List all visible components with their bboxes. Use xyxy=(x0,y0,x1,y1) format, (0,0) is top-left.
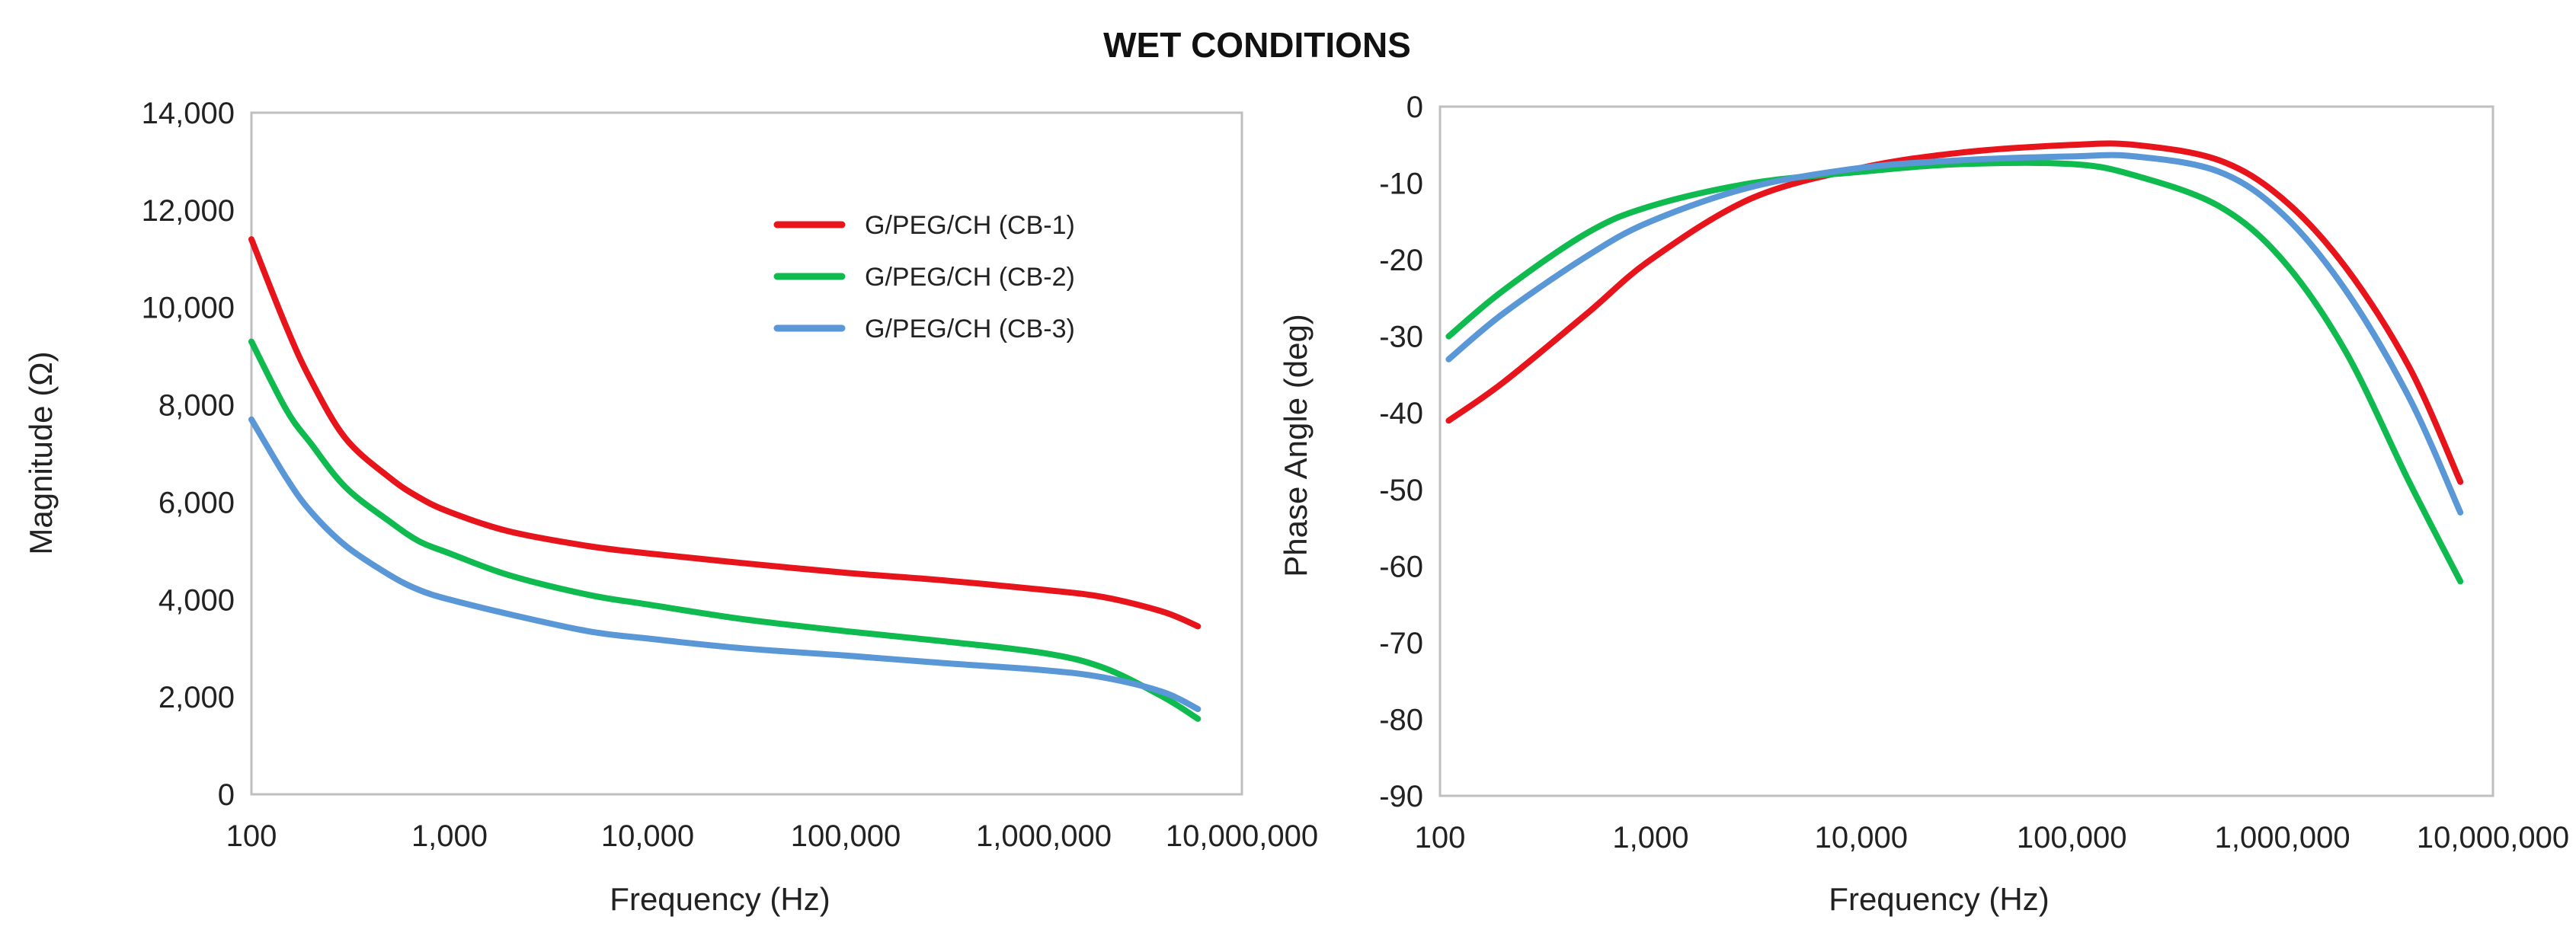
x-tick-label: 100 xyxy=(1415,821,1466,854)
y-tick-label: 14,000 xyxy=(142,97,235,130)
plot-area-frame xyxy=(250,111,1243,796)
x-tick-labels: 100 1,000 10,000 100,000 1,000,000 10,000,000 xyxy=(226,819,1318,853)
x-tick-label: 10,000,000 xyxy=(1166,819,1318,853)
x-tick-label: 10,000 xyxy=(601,819,694,853)
y-tick-label: 4,000 xyxy=(158,583,235,617)
plot-area-frame xyxy=(1438,105,2494,797)
y-tick-label: -20 xyxy=(1379,244,1423,277)
y-tick-label: -60 xyxy=(1379,550,1423,583)
x-axis-label: Frequency (Hz) xyxy=(1829,881,2049,917)
x-axis-label: Frequency (Hz) xyxy=(610,881,830,917)
series-line-cb-3 xyxy=(248,416,1202,713)
y-tick-label: 8,000 xyxy=(158,389,235,423)
x-tick-label: 100,000 xyxy=(791,819,901,853)
y-axis-label: Phase Angle (deg) xyxy=(1278,314,1314,577)
x-tick-label: 1,000,000 xyxy=(976,819,1112,853)
legend-entry: G/PEG/CH (CB-3) xyxy=(865,315,1075,343)
magnitude-chart: 02,0004,0006,0008,00010,00012,00014,000 … xyxy=(23,97,1318,917)
y-tick-label: -40 xyxy=(1379,397,1423,430)
y-tick-label: 10,000 xyxy=(142,292,235,325)
y-axis-label: Magnitude (Ω) xyxy=(23,351,59,554)
x-tick-label: 10,000 xyxy=(1815,821,1908,854)
y-tick-labels: 0 -10 -20 -30 -40 -50 -60 -70 -80 -90 xyxy=(1379,91,1423,813)
x-tick-label: 1,000,000 xyxy=(2215,821,2350,854)
y-tick-label: 6,000 xyxy=(158,486,235,519)
x-tick-label: 1,000 xyxy=(411,819,488,853)
series-lines xyxy=(248,236,1202,722)
y-tick-label: -30 xyxy=(1379,321,1423,354)
series-lines xyxy=(1445,140,2464,585)
y-tick-label: 2,000 xyxy=(158,681,235,714)
y-tick-label: -80 xyxy=(1379,703,1423,736)
y-tick-label: -70 xyxy=(1379,627,1423,660)
phase-angle-chart: 0 -10 -20 -30 -40 -50 -60 -70 -80 -90 100 1,000 10,… xyxy=(1278,91,2569,917)
y-tick-labels: 0 2,000 4,000 6,000 8,000 10,000 12,000 14,000 xyxy=(142,97,235,812)
series-line-cb-2 xyxy=(1445,159,2464,585)
y-tick-label: -50 xyxy=(1379,474,1423,507)
legend: G/PEG/CH (CB-1) G/PEG/CH (CB-2) G/PEG/CH (… xyxy=(773,211,1075,343)
x-tick-label: 100 xyxy=(226,819,277,853)
figure-title: WET CONDITIONS xyxy=(1103,25,1411,65)
x-tick-labels: 100 1,000 10,000 100,000 1,000,000 10,000,000 xyxy=(1415,821,2569,854)
y-tick-label: 0 xyxy=(218,778,235,812)
x-tick-label: 10,000,000 xyxy=(2417,821,2569,854)
series-line-cb-3 xyxy=(1445,152,2464,516)
y-tick-label: -90 xyxy=(1379,780,1423,813)
series-line-cb-1 xyxy=(1445,140,2464,485)
x-tick-label: 100,000 xyxy=(2017,821,2127,854)
y-tick-label: -10 xyxy=(1379,168,1423,201)
y-tick-label: 0 xyxy=(1406,91,1423,124)
x-tick-label: 1,000 xyxy=(1612,821,1688,854)
series-line-cb-1 xyxy=(248,236,1202,630)
series-line-cb-2 xyxy=(248,338,1202,722)
legend-entry: G/PEG/CH (CB-2) xyxy=(865,263,1075,292)
legend-entry: G/PEG/CH (CB-1) xyxy=(865,211,1075,240)
y-tick-label: 12,000 xyxy=(142,194,235,228)
